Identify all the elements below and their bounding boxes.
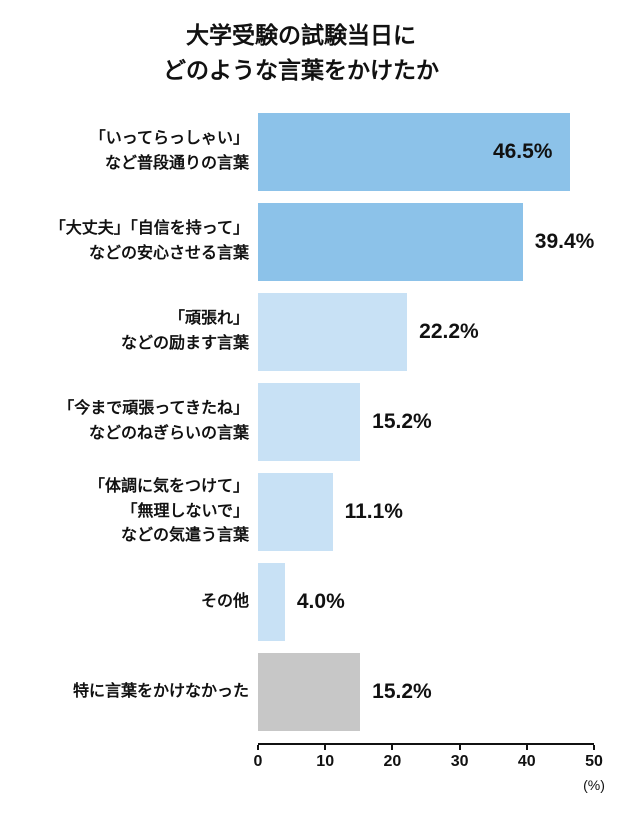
bar-track: 46.5% bbox=[258, 113, 594, 191]
tick-mark bbox=[257, 745, 259, 750]
tick-label: 50 bbox=[585, 753, 603, 770]
value-label: 15.2% bbox=[372, 410, 432, 433]
bar bbox=[258, 563, 285, 641]
bar-row: 特に言葉をかけなかった 15.2% bbox=[8, 653, 594, 731]
tick-mark bbox=[525, 745, 528, 750]
tick-mark bbox=[458, 745, 461, 750]
bar-row: 「今まで頑張ってきたね」 などのねぎらいの言葉 15.2% bbox=[8, 383, 594, 461]
bar bbox=[258, 383, 361, 461]
value-label: 39.4% bbox=[534, 230, 595, 253]
value-label: 15.2% bbox=[372, 680, 432, 703]
bar-row: 「体調に気をつけて」 「無理しないで」 などの気遣う言葉 11.1% bbox=[8, 473, 594, 551]
tick-label: 0 bbox=[253, 753, 263, 770]
bar-track: 15.2% bbox=[258, 653, 594, 731]
bar-row: 「大丈夫」「自信を持って」 などの安心させる言葉 39.4% bbox=[8, 203, 594, 281]
percent-unit-label: (%) bbox=[583, 777, 605, 793]
bar-track: 15.2% bbox=[258, 383, 594, 461]
bar-row: その他 4.0% bbox=[8, 563, 594, 641]
category-label: 「体調に気をつけて」 「無理しないで」 などの気遣う言葉 bbox=[88, 477, 249, 545]
tick-label: 10 bbox=[316, 753, 335, 770]
category-label: その他 bbox=[200, 592, 249, 610]
tick-mark bbox=[324, 745, 327, 750]
x-axis: 0 10 20 30 40 50 (%) bbox=[254, 743, 605, 799]
category-label: 「大丈夫」「自信を持って」 などの安心させる言葉 bbox=[49, 220, 249, 262]
bar-chart: 「いってらっしゃい」 など普段通りの言葉 46.5% 「大丈夫」「自信を持って」… bbox=[8, 113, 594, 731]
value-label: 46.5% bbox=[492, 140, 553, 163]
value-label: 4.0% bbox=[296, 590, 345, 613]
value-label: 11.1% bbox=[344, 500, 403, 523]
bar bbox=[258, 113, 571, 191]
chart-title: 大学受験の試験当日に どのような言葉をかけたか bbox=[163, 22, 439, 83]
bar-track: 11.1% bbox=[258, 473, 594, 551]
bar-track: 4.0% bbox=[258, 563, 594, 641]
bar-track: 22.2% bbox=[258, 293, 594, 371]
value-label: 22.2% bbox=[419, 320, 479, 343]
bar-row: 「いってらっしゃい」 など普段通りの言葉 46.5% bbox=[8, 113, 594, 191]
bar-track: 39.4% bbox=[258, 203, 594, 281]
tick-label: 20 bbox=[383, 753, 402, 770]
bar bbox=[258, 473, 333, 551]
tick-label: 30 bbox=[450, 753, 469, 770]
bar bbox=[258, 293, 408, 371]
bar-row: 「頑張れ」 などの励ます言葉 22.2% bbox=[8, 293, 594, 371]
tick-mark bbox=[391, 745, 394, 750]
category-label: 特に言葉をかけなかった bbox=[72, 682, 249, 700]
tick-label: 40 bbox=[517, 753, 536, 770]
category-label: 「いってらっしゃい」 など普段通りの言葉 bbox=[89, 130, 249, 172]
category-label: 「頑張れ」 などの励ます言葉 bbox=[120, 310, 249, 352]
category-label: 「今まで頑張ってきたね」 などのねぎらいの言葉 bbox=[58, 400, 249, 442]
tick-mark bbox=[593, 745, 595, 750]
bar bbox=[258, 203, 523, 281]
bar bbox=[258, 653, 361, 731]
